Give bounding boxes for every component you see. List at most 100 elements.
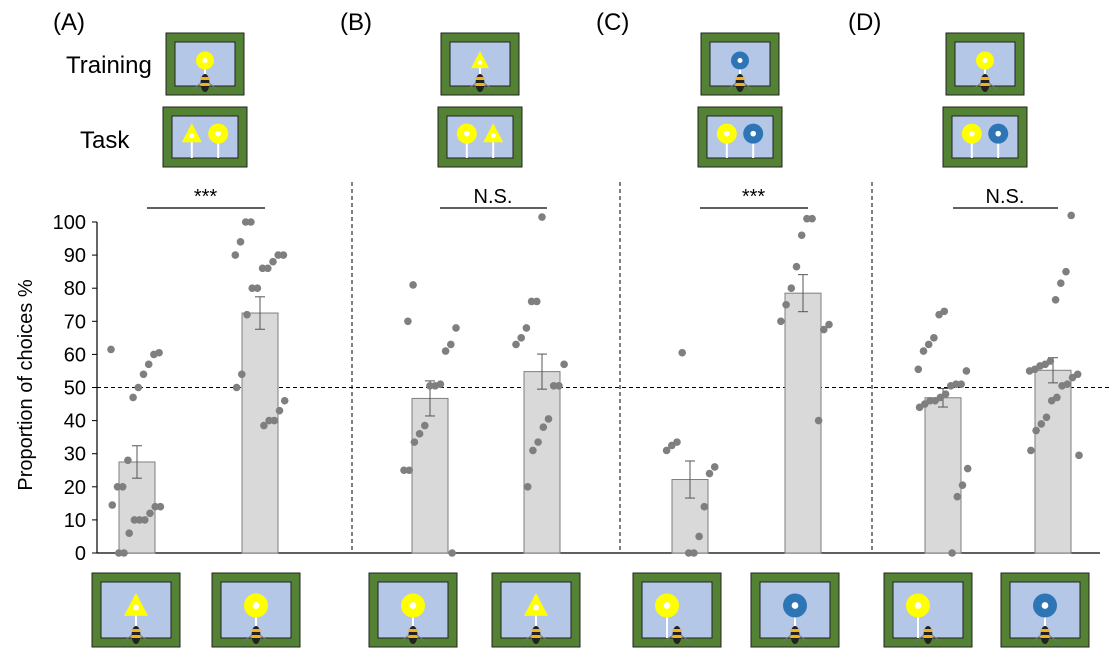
bee-wing [523,634,533,642]
data-point [533,297,541,306]
panels: (A) *** (B) N.S. (C) *** (D) N.S. [53,9,1090,648]
stimulus-center-dot [724,130,730,137]
data-point [787,284,796,293]
bee-stripe [200,83,210,86]
stimulus-screen [165,32,245,96]
panel-a: (A) *** [53,9,301,648]
yellow-triangle-icon [524,592,548,616]
stimulus-screen [697,106,783,168]
data-point [243,310,251,319]
data-point [700,502,709,511]
panel-label: (A) [53,9,85,36]
data-point [448,549,456,557]
bee-icon [915,626,941,644]
panel-label: (B) [340,9,372,36]
panel-separators [351,182,873,553]
row-label-training: Training [66,52,152,79]
stimulus-screen [491,572,581,648]
data-point [115,549,123,557]
data-point [1075,451,1083,460]
data-point [678,348,686,357]
screen-panel [171,115,239,159]
panel-b: (B) N.S. [340,9,581,648]
data-point [1032,426,1040,435]
stimulus-center-dot [791,602,799,609]
stimulus-screen [162,106,248,168]
stimulus-center-dot [737,57,743,63]
bee-stripe [735,83,745,86]
stimulus-center-dot [663,602,671,609]
bar [523,371,561,554]
bee-icon [664,626,690,644]
y-tick-label: 70 [64,311,86,333]
bee-wing [798,634,808,642]
data-point [710,463,719,471]
data-point [280,396,289,405]
bee-stripe [672,629,682,632]
stimulus-center-dot [750,130,756,137]
yellow-triangle-icon [483,123,504,143]
bee-icon [972,74,998,92]
data-point [957,380,965,388]
data-point [1042,413,1051,422]
bee-icon [727,74,753,92]
yellow-triangle-icon [124,592,148,616]
data-point [534,438,542,446]
data-point [919,347,928,355]
bee-stripe [923,629,933,632]
stimulus-center-dot [464,130,470,137]
data-point [431,382,440,390]
data-point [662,446,671,455]
y-tick-label: 30 [64,444,86,466]
y-tick-label: 80 [64,278,86,300]
data-point [151,502,159,511]
data-point [108,501,117,509]
data-point [1051,295,1060,304]
data-point [405,466,414,475]
stimulus-center-dot [914,602,922,609]
stimulus-center-dot [533,604,539,611]
data-point [124,456,132,465]
data-point [156,502,165,511]
data-point [820,325,828,334]
data-point [539,423,548,432]
bee-stripe [131,629,141,632]
data-point [825,320,833,329]
data-point [421,421,429,430]
data-point [410,438,419,446]
stimulus-center-dot [490,133,496,139]
data-point [695,532,703,541]
data-point [963,464,972,473]
bee-icon [243,626,269,644]
data-point [1067,211,1075,220]
data-point [400,466,408,475]
bee-wing [483,82,493,90]
bee-wing [243,634,253,642]
bee-wing [400,634,410,642]
data-point [415,430,424,438]
screen-panel [951,115,1019,159]
stimulus-center-dot [202,57,208,63]
data-point [792,262,801,271]
data-point [248,284,256,293]
y-tick-label: 40 [64,411,86,433]
bee-stripe [251,629,261,632]
data-point [1027,446,1035,455]
y-tick-label: 60 [64,344,86,366]
data-point [279,251,288,259]
bee-stripe [1040,635,1050,638]
bee-stripe [790,629,800,632]
y-tick-label: 0 [75,543,86,565]
bee-icon [467,74,493,92]
data-point [803,214,811,223]
data-point [705,469,714,478]
data-point [523,483,532,491]
data-point [947,382,955,390]
bee-wing [782,634,792,642]
stimulus-center-dot [252,602,260,609]
bee-stripe [200,77,210,80]
data-point [447,340,455,349]
y-axis-label: Proportion of choices % [15,279,37,490]
bee-wing [988,82,998,90]
data-point [253,284,262,293]
